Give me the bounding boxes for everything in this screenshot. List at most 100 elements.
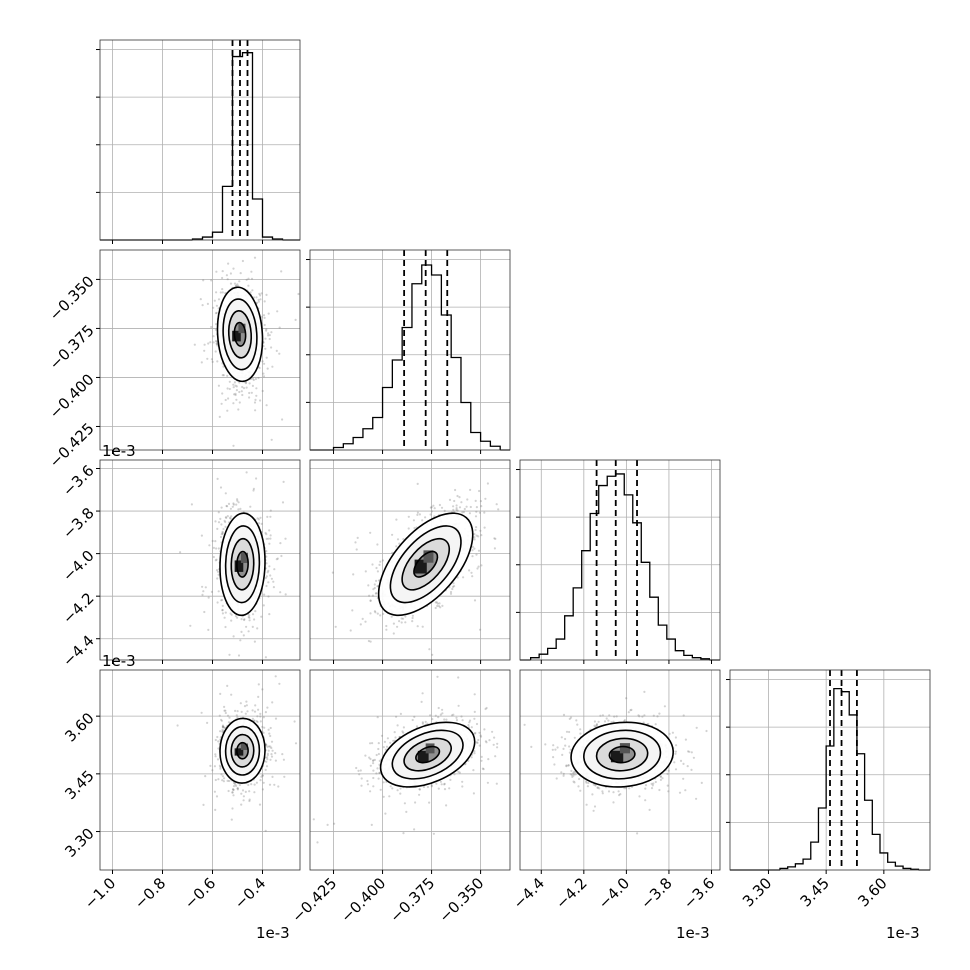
- sample-point: [221, 598, 224, 602]
- sample-point: [282, 480, 285, 483]
- sample-point: [235, 503, 238, 506]
- sample-point: [240, 792, 243, 795]
- sample-point: [220, 719, 223, 722]
- sample-point: [435, 601, 438, 604]
- sample-point: [228, 716, 231, 719]
- sample-point: [221, 725, 224, 728]
- sample-point: [219, 692, 222, 696]
- sample-point: [271, 775, 274, 779]
- sample-point: [456, 576, 459, 579]
- sample-point: [401, 617, 405, 620]
- sample-point: [267, 728, 270, 731]
- sample-point: [238, 783, 241, 787]
- sample-point: [223, 726, 226, 729]
- sample-point: [213, 765, 216, 768]
- sample-point: [261, 688, 264, 691]
- sample-point: [252, 489, 255, 492]
- sample-point: [465, 505, 468, 508]
- sample-point: [202, 279, 205, 282]
- sample-point: [254, 704, 257, 707]
- sample-point: [265, 329, 268, 332]
- sample-point: [265, 550, 268, 553]
- sample-point: [416, 511, 419, 514]
- sample-point: [245, 278, 248, 281]
- sample-point: [478, 511, 481, 514]
- sample-point: [495, 503, 498, 506]
- sample-point: [361, 617, 364, 621]
- sample-point: [396, 538, 400, 541]
- panel-content-3-1: [312, 675, 499, 844]
- sample-point: [226, 515, 229, 518]
- sample-point: [434, 606, 437, 610]
- sample-point: [226, 684, 229, 688]
- sample-point: [217, 511, 220, 514]
- sample-point: [379, 614, 382, 617]
- sample-point: [280, 270, 283, 273]
- sample-point: [215, 342, 218, 346]
- sample-point: [234, 393, 237, 397]
- sample-point: [222, 365, 225, 368]
- sample-point: [261, 725, 264, 729]
- scatter-frame-1-0: [99, 249, 301, 451]
- sample-point: [232, 785, 236, 788]
- contour-line-2-1-2: [401, 537, 451, 591]
- sample-point: [231, 505, 234, 508]
- sample-point: [432, 504, 435, 507]
- sample-point: [266, 571, 269, 574]
- sample-point: [221, 604, 224, 608]
- sample-point: [497, 508, 500, 511]
- sample-point: [221, 531, 224, 534]
- contour-line-2-0-2: [230, 537, 255, 591]
- sample-point: [176, 724, 179, 727]
- sample-point: [223, 705, 226, 709]
- sample-point: [215, 323, 218, 326]
- sample-point: [453, 585, 456, 588]
- histogram-0: [191, 52, 284, 240]
- sample-point: [261, 774, 264, 777]
- sample-point: [271, 365, 274, 368]
- sample-point: [219, 730, 222, 733]
- sample-point: [216, 360, 219, 363]
- sample-point: [255, 720, 258, 723]
- sample-point: [209, 764, 212, 768]
- sample-point: [193, 343, 196, 346]
- sample-point: [238, 401, 241, 404]
- sample-point: [484, 740, 487, 743]
- sample-point: [201, 585, 204, 588]
- sample-point: [280, 554, 283, 558]
- sample-point: [282, 758, 285, 761]
- sample-point: [256, 517, 259, 520]
- sample-point: [266, 758, 269, 761]
- sample-point: [225, 516, 228, 520]
- sample-point: [369, 599, 372, 603]
- sample-point: [201, 593, 204, 597]
- sample-point: [204, 775, 207, 778]
- sample-point: [402, 832, 405, 835]
- sample-point: [220, 402, 223, 405]
- sample-point: [478, 489, 481, 493]
- sample-point: [267, 312, 270, 315]
- sample-point: [221, 612, 224, 615]
- sample-point: [224, 492, 227, 495]
- sample-point: [268, 565, 271, 568]
- sample-point: [294, 742, 298, 745]
- sample-point: [456, 509, 459, 512]
- sample-point: [231, 791, 234, 794]
- sample-point: [226, 505, 229, 508]
- sample-point: [449, 590, 453, 594]
- sample-point: [219, 486, 223, 489]
- sample-point: [374, 611, 377, 614]
- sample-point: [213, 790, 216, 793]
- sample-point: [293, 720, 296, 723]
- sample-point: [273, 783, 276, 786]
- sample-point: [217, 547, 220, 550]
- sample-point: [461, 719, 464, 722]
- sample-point: [471, 549, 474, 552]
- sample-point: [232, 386, 235, 389]
- sample-point: [224, 525, 227, 529]
- sample-point: [215, 342, 218, 345]
- sample-point: [240, 803, 243, 806]
- sample-point: [269, 726, 272, 730]
- sample-point: [378, 563, 381, 567]
- sample-point: [206, 302, 209, 305]
